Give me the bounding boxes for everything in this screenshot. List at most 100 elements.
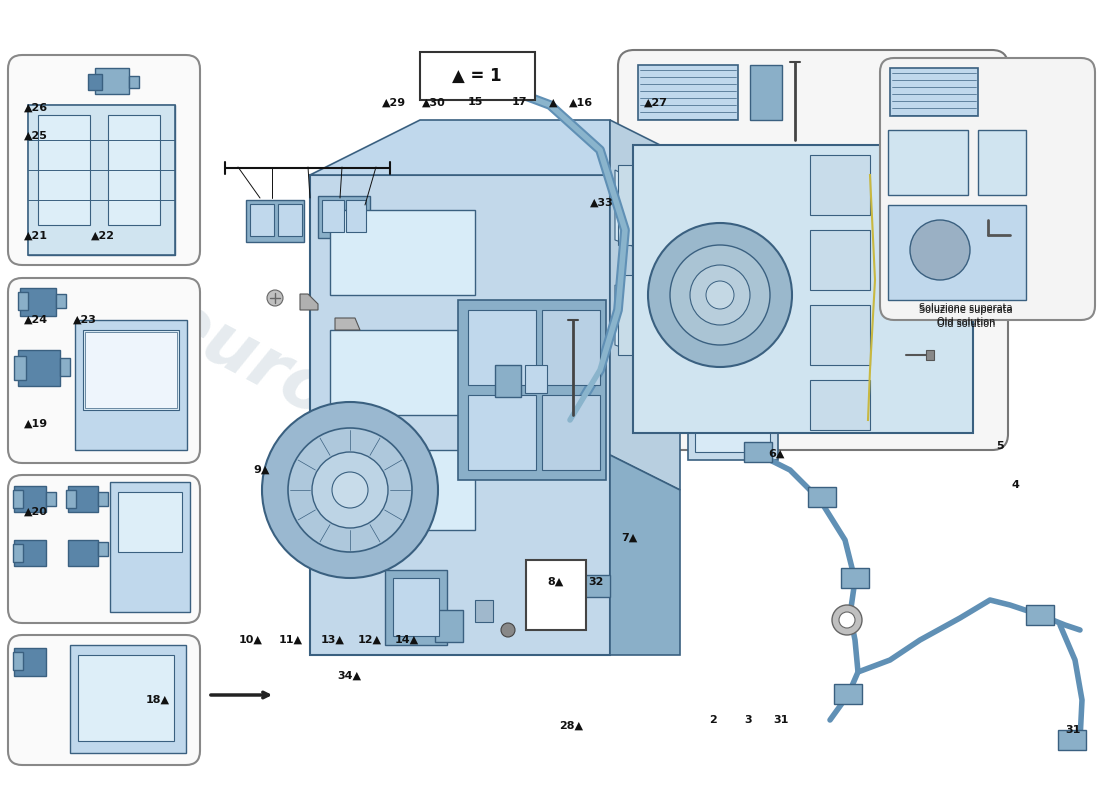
Text: 11▲: 11▲	[278, 635, 303, 645]
Text: Soluzione superata: Soluzione superata	[920, 303, 1013, 313]
Bar	[14, 486, 46, 512]
Bar	[808, 487, 836, 507]
Bar	[14, 540, 46, 566]
Bar	[98, 542, 108, 556]
Bar	[78, 655, 174, 741]
Bar	[246, 200, 304, 242]
Bar	[1026, 605, 1054, 625]
Polygon shape	[300, 294, 318, 310]
Bar	[68, 540, 98, 566]
Text: ▲26: ▲26	[24, 103, 48, 113]
Bar	[542, 310, 600, 385]
Text: 32: 32	[588, 577, 604, 586]
Polygon shape	[615, 170, 672, 260]
Polygon shape	[336, 318, 360, 330]
Bar	[525, 365, 547, 393]
Polygon shape	[615, 285, 672, 365]
Bar	[110, 482, 190, 612]
Text: 10▲: 10▲	[239, 635, 263, 645]
Text: 3: 3	[745, 715, 751, 725]
Bar	[638, 65, 738, 120]
Circle shape	[262, 402, 438, 578]
Bar	[118, 492, 182, 552]
Bar	[70, 645, 186, 753]
Text: 5: 5	[997, 441, 1004, 450]
Bar	[526, 560, 586, 630]
Bar	[434, 610, 463, 642]
Text: 2: 2	[708, 715, 717, 725]
FancyBboxPatch shape	[8, 278, 200, 463]
Circle shape	[910, 220, 970, 280]
Text: Old solution: Old solution	[937, 319, 996, 329]
Text: Soluzione superata: Soluzione superata	[920, 305, 1013, 315]
Bar	[82, 330, 179, 410]
Bar	[250, 204, 274, 236]
Bar	[1058, 730, 1086, 750]
Bar	[618, 165, 676, 245]
Text: 12▲: 12▲	[358, 635, 382, 645]
Text: ▲33: ▲33	[590, 198, 614, 207]
Bar	[580, 575, 611, 597]
Circle shape	[648, 223, 792, 367]
Text: ▲20: ▲20	[24, 507, 48, 517]
Bar	[888, 205, 1026, 300]
Text: 8▲: 8▲	[548, 577, 564, 586]
Text: ▲22: ▲22	[91, 231, 116, 241]
Text: 28▲: 28▲	[559, 721, 583, 730]
Polygon shape	[610, 455, 680, 655]
Circle shape	[839, 612, 855, 628]
Text: 15: 15	[468, 98, 483, 107]
Bar	[98, 492, 108, 506]
Text: ▲16: ▲16	[569, 98, 593, 107]
FancyBboxPatch shape	[880, 58, 1094, 320]
Bar	[744, 442, 772, 462]
Text: ▲: ▲	[549, 98, 558, 107]
Bar	[13, 544, 23, 562]
Bar	[750, 65, 782, 120]
Bar	[393, 578, 439, 636]
Bar	[834, 684, 862, 704]
Text: 9▲: 9▲	[254, 465, 270, 474]
Bar	[310, 175, 610, 655]
Bar	[330, 450, 475, 530]
Text: ▲19: ▲19	[24, 419, 48, 429]
Text: a passion for cars: a passion for cars	[299, 433, 620, 627]
Bar	[68, 486, 98, 512]
Bar	[322, 200, 344, 232]
FancyBboxPatch shape	[618, 50, 1008, 450]
Circle shape	[332, 472, 368, 508]
Bar	[88, 74, 102, 90]
Bar	[318, 196, 370, 238]
Text: 14▲: 14▲	[395, 635, 419, 645]
Bar	[330, 210, 475, 295]
Bar	[346, 200, 366, 232]
Bar	[890, 68, 978, 116]
Bar	[926, 350, 934, 360]
Circle shape	[832, 605, 862, 635]
Bar	[46, 492, 56, 506]
Bar	[14, 356, 26, 380]
Bar	[495, 365, 521, 397]
FancyBboxPatch shape	[8, 55, 200, 265]
Bar	[468, 395, 536, 470]
Bar	[108, 115, 159, 225]
Bar	[330, 330, 475, 415]
Text: 6▲: 6▲	[768, 449, 784, 458]
Text: 13▲: 13▲	[320, 635, 344, 645]
Bar	[85, 332, 177, 408]
Bar	[810, 380, 870, 430]
Circle shape	[267, 290, 283, 306]
Text: 34▲: 34▲	[338, 671, 362, 681]
Text: 7▲: 7▲	[621, 533, 638, 542]
Bar	[95, 68, 129, 94]
Bar	[888, 130, 968, 195]
Text: 31: 31	[1065, 726, 1080, 735]
Text: euroricambi: euroricambi	[147, 285, 613, 575]
Bar	[14, 648, 46, 676]
Text: ▲ = 1: ▲ = 1	[452, 67, 502, 85]
Circle shape	[706, 281, 734, 309]
Circle shape	[670, 245, 770, 345]
Bar	[18, 292, 28, 310]
Text: ▲29: ▲29	[382, 98, 406, 107]
Text: ▲23: ▲23	[73, 315, 97, 325]
